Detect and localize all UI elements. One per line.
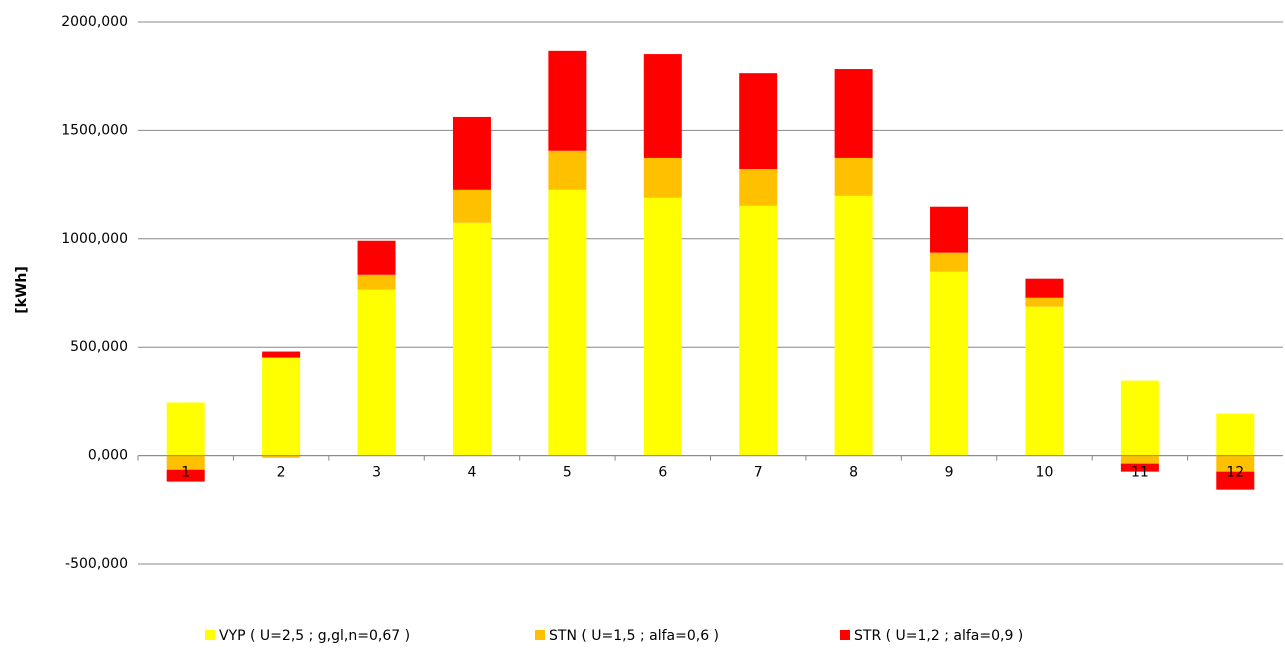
bar-segment <box>262 455 301 458</box>
bar-segment <box>1025 306 1064 456</box>
x-tick-label: 2 <box>277 465 286 481</box>
bar-segment <box>357 289 396 456</box>
bar-segment <box>548 150 587 190</box>
legend-label: STR ( U=1,2 ; alfa=0,9 ) <box>854 628 1023 644</box>
bar-segment <box>548 189 587 456</box>
bar-segment <box>739 73 778 169</box>
bar-segment <box>1120 463 1159 472</box>
legend-swatch <box>535 630 545 640</box>
y-tick-label: 0,000 <box>88 448 128 464</box>
bar-segment <box>357 240 396 275</box>
bar-segment <box>262 351 301 358</box>
x-tick-label: 3 <box>372 465 381 481</box>
x-tick-label: 9 <box>945 465 954 481</box>
legend-swatch <box>205 630 215 640</box>
bar-segment <box>739 205 778 456</box>
legend-label: STN ( U=1,5 ; alfa=0,6 ) <box>549 628 719 644</box>
bar-segment <box>930 271 969 456</box>
x-tick-label: 11 <box>1131 465 1149 481</box>
y-axis-title: [kWh] <box>14 266 30 314</box>
bar-segment <box>834 69 873 158</box>
bar-segment <box>643 197 682 456</box>
x-tick-label: 5 <box>563 465 572 481</box>
y-tick-label: 1500,000 <box>61 122 128 138</box>
bar-segment <box>1216 471 1255 490</box>
y-tick-label: 1000,000 <box>61 231 128 247</box>
bar-segment <box>834 195 873 456</box>
x-tick-label: 8 <box>849 465 858 481</box>
x-tick-label: 12 <box>1226 465 1244 481</box>
x-tick-label: 6 <box>658 465 667 481</box>
bar-segment <box>166 455 205 470</box>
bar-segment <box>1216 413 1255 456</box>
bar-segment <box>452 189 491 223</box>
x-tick-label: 1 <box>181 465 190 481</box>
x-tick-label: 4 <box>467 465 476 481</box>
bar-segment <box>1025 278 1064 298</box>
legend-label: VYP ( U=2,5 ; g,gl,n=0,67 ) <box>219 628 410 644</box>
y-tick-label: 500,000 <box>70 339 128 355</box>
bar-segment <box>643 54 682 158</box>
bar-segment <box>739 168 778 206</box>
bar-segment <box>930 206 969 253</box>
bar-segment <box>166 402 205 456</box>
bar-segment <box>1025 297 1064 307</box>
bar-segment <box>548 50 587 151</box>
x-tick-label: 10 <box>1036 465 1054 481</box>
bar-segment <box>834 157 873 196</box>
y-tick-label: 2000,000 <box>61 14 128 30</box>
bar-segment <box>452 116 491 190</box>
bar-segment <box>452 222 491 456</box>
x-tick-label: 7 <box>754 465 763 481</box>
bar-segment <box>643 157 682 198</box>
bar-segment <box>166 469 205 482</box>
bar-segment <box>262 357 301 456</box>
legend-swatch <box>840 630 850 640</box>
bar-segment <box>357 274 396 290</box>
bar-segment <box>930 252 969 272</box>
bar-segment <box>1120 455 1159 464</box>
y-tick-label: -500,000 <box>65 556 128 572</box>
bar-segment <box>1216 455 1255 472</box>
bar-segment <box>1120 380 1159 456</box>
